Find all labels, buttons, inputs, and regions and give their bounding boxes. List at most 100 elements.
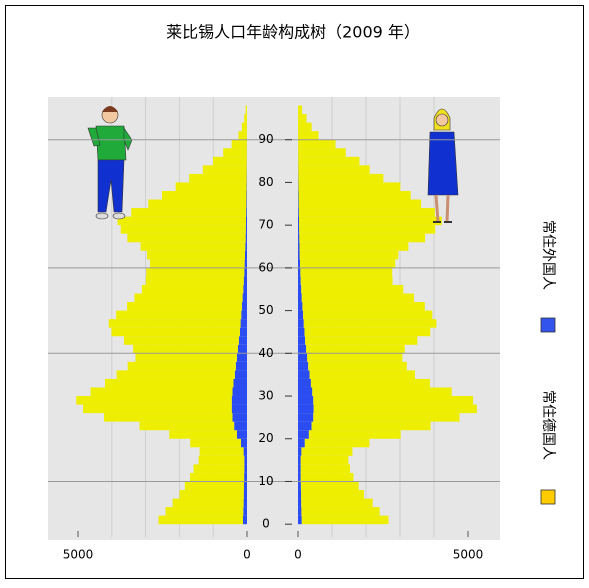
bar [233,379,247,388]
bar [298,464,301,473]
bar [246,106,247,115]
bar [142,285,243,294]
bar [244,456,247,465]
bar [245,242,247,251]
bar [180,490,244,499]
bar [83,405,232,414]
bar [302,516,389,525]
bar [133,345,238,354]
bar [244,276,247,285]
bar [298,182,400,191]
bar [243,294,247,303]
bar [141,242,246,251]
bar [117,370,235,379]
bar [298,413,313,422]
bar [301,447,352,456]
bar [238,131,246,140]
bar [309,430,401,439]
bar [305,336,417,345]
bar [298,345,306,354]
bar [298,328,304,337]
bar [298,362,308,371]
bar [298,387,312,396]
bar [246,191,247,200]
bar [298,490,301,499]
legend-label: 常住德国人 [540,390,556,460]
bar [235,370,247,379]
bar [298,217,299,226]
bar [189,174,246,183]
bar [298,396,313,405]
bar [148,200,246,209]
bar [116,311,241,320]
bar [313,413,459,422]
y-tick-label: 70 [258,218,273,232]
bar [146,276,244,285]
bar [241,311,247,320]
bar [298,148,346,157]
bar [173,499,244,508]
bar [298,268,300,277]
bar [304,328,430,337]
bar [301,464,350,473]
x-tick-label: 5000 [63,548,94,562]
bar [298,422,312,431]
x-tick-label: 5000 [453,548,484,562]
bar [307,353,402,362]
bar [301,285,403,294]
bar [298,259,300,268]
bar [244,481,247,490]
bar [236,362,247,371]
bar [298,370,310,379]
bar [169,430,237,439]
bar [242,123,247,132]
bar [298,208,299,217]
bar [176,182,247,191]
bar [298,174,383,183]
bar [298,336,305,345]
bar [301,473,354,482]
bar [298,499,301,508]
y-tick-label: 60 [258,260,273,274]
bar [298,439,305,448]
bar [238,345,247,354]
bar [301,499,372,508]
bar [301,456,349,465]
bar [121,225,246,234]
bar [245,251,247,260]
bar [298,302,302,311]
bar [134,294,242,303]
y-tick-label: 90 [258,132,273,146]
bar [300,242,409,251]
bar [298,191,299,200]
bar [244,499,247,508]
bar [244,114,247,123]
bar [299,208,435,217]
bar [298,123,312,132]
bar [298,251,300,260]
bar [124,336,239,345]
bar [166,507,244,516]
bar [298,285,301,294]
bar [232,405,247,414]
bar [104,413,232,422]
bar [312,387,451,396]
bar [298,242,300,251]
bar [298,225,299,234]
bar [190,473,244,482]
bar [313,396,473,405]
bar [305,439,370,448]
bar [237,353,247,362]
legend-swatch [541,318,555,332]
bar [298,481,301,490]
bar [306,345,405,354]
y-tick-label: 40 [258,346,273,360]
bar [298,507,301,516]
bar [246,225,247,234]
bar [299,234,425,243]
bar [239,336,247,345]
bar [241,439,247,448]
bar [109,319,241,328]
bar [232,140,247,149]
